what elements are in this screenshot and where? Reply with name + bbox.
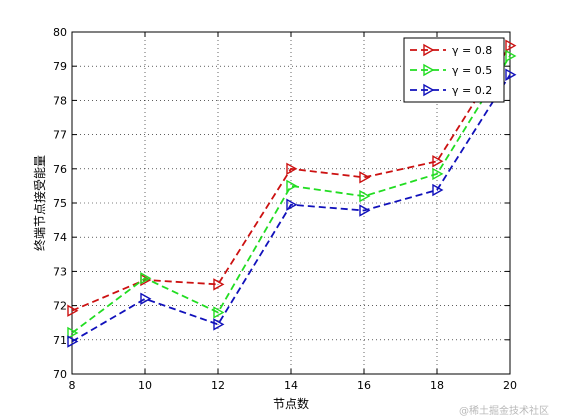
series-2-point <box>67 335 79 348</box>
y-tick-label: 77 <box>53 129 67 142</box>
watermark-text: @稀土掘金技术社区 <box>459 406 549 417</box>
series-line-1 <box>71 55 511 334</box>
series-1-point <box>359 189 371 203</box>
series-0-point <box>67 304 79 317</box>
series-2-point <box>140 292 152 305</box>
legend-marker-1 <box>423 63 435 77</box>
series-2-point <box>359 204 371 217</box>
x-tick-label: 18 <box>430 379 444 392</box>
series-0-point <box>505 39 517 52</box>
y-tick-label: 75 <box>53 197 67 210</box>
y-tick-label: 73 <box>53 265 67 278</box>
y-tick-label: 71 <box>53 334 67 347</box>
x-tick-label: 20 <box>503 379 517 392</box>
series-lines <box>67 39 517 348</box>
series-2-point <box>213 318 225 331</box>
x-tick-label: 12 <box>211 379 225 392</box>
x-tick-label: 8 <box>69 379 76 392</box>
x-axis-title: 节点数 <box>273 396 309 411</box>
series-1-point <box>505 49 517 63</box>
y-tick-label: 79 <box>53 60 67 73</box>
series-2-point <box>286 198 298 211</box>
series-1-point <box>286 179 298 193</box>
y-tick-label: 70 <box>53 368 67 381</box>
x-tick-label: 14 <box>284 379 298 392</box>
legend-marker-0 <box>423 43 435 57</box>
series-0-point <box>286 162 298 175</box>
series-0-point <box>359 171 371 184</box>
y-axis-title: 终端节点接受能量 <box>32 155 47 251</box>
legend-label-0: γ = 0.8 <box>452 44 492 57</box>
legend: γ = 0.8 γ = 0.5 γ = 0.2 <box>403 37 505 103</box>
y-tick-label: 78 <box>53 94 67 107</box>
series-1-point <box>432 167 444 181</box>
grid <box>72 32 510 374</box>
axis-ticks: 70 71 72 73 74 75 76 77 78 79 80 8 10 12 14 16 18 20 <box>53 26 517 392</box>
x-tick-label: 16 <box>357 379 371 392</box>
series-0-point <box>432 155 444 168</box>
series-line-0 <box>71 45 511 312</box>
series-1-point <box>67 326 79 340</box>
series-1-point <box>140 272 152 285</box>
series-2-point <box>432 183 444 197</box>
plot-frame <box>71 31 511 375</box>
legend-box <box>403 37 505 103</box>
series-2-point <box>505 68 517 81</box>
legend-label-1: γ = 0.5 <box>452 64 492 77</box>
y-tick-label: 74 <box>53 231 67 244</box>
series-line-2 <box>71 74 511 343</box>
x-tick-label: 10 <box>138 379 152 392</box>
series-0-point <box>213 278 225 291</box>
y-tick-label: 80 <box>53 26 67 39</box>
legend-label-2: γ = 0.2 <box>452 84 492 97</box>
legend-marker-2 <box>423 83 435 97</box>
y-tick-label: 76 <box>53 163 67 176</box>
series-1-point <box>213 306 225 319</box>
y-tick-label: 72 <box>53 300 67 313</box>
